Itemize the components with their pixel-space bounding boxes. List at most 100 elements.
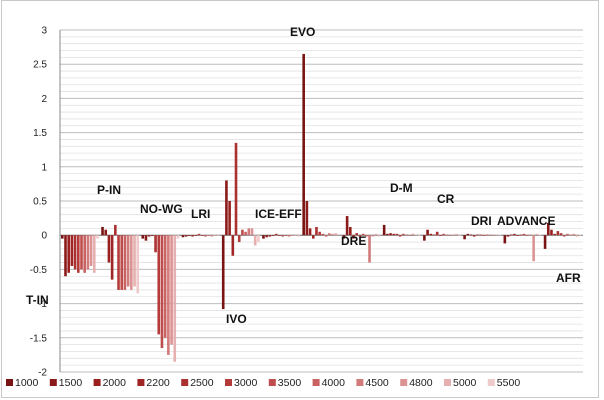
bar [80,235,83,270]
bar [553,233,556,236]
bar [506,235,510,237]
bar [271,235,275,236]
bar [482,235,486,236]
bar [207,235,210,236]
bar [147,235,151,237]
legend-label: 1500 [59,377,83,389]
bar [556,231,560,236]
y-tick-label: 3 [41,26,47,37]
bar [167,235,170,355]
bar [382,224,386,236]
annotation-label: D-M [390,181,413,195]
legend-label: 3000 [234,377,258,389]
bar [445,234,449,236]
bar [435,231,439,236]
bar [284,235,288,236]
bar [543,235,547,249]
bar [509,234,513,236]
bar [265,235,268,238]
bar [476,234,479,236]
bar [368,235,371,263]
annotation-label: DRI [471,214,492,228]
bar [408,235,412,236]
bar [200,235,204,236]
legend-swatch [49,379,57,386]
bar [516,235,519,236]
bar [324,235,328,237]
bar [67,235,70,273]
annotation-label: P-IN [97,183,121,197]
bar [274,233,278,236]
y-tick-label: 2 [41,94,47,105]
bar [114,224,117,236]
annotation-label: T-IN [26,293,49,307]
bar [395,233,399,236]
legend-swatch [93,379,101,386]
bar [170,235,173,345]
bar [358,235,362,237]
bar [455,233,458,236]
bar [287,235,291,237]
bar [365,235,368,237]
bar [398,235,402,237]
annotation-label: LRI [191,207,210,221]
bar [133,235,136,287]
bar [535,233,539,236]
bar [228,201,231,236]
bar [451,234,455,236]
bar [117,235,120,290]
bar [327,233,331,236]
legend-swatch [400,379,408,386]
legend-label: 2200 [146,377,170,389]
legend-label: 4500 [365,377,389,389]
y-tick-label: 0 [41,231,47,242]
bar [86,235,90,270]
bar [337,233,341,236]
bar [458,235,461,236]
bar [315,226,318,236]
bar [302,53,305,236]
bar [290,235,294,236]
bar [519,234,523,236]
legend-label: 3500 [278,377,302,389]
bar [361,233,365,236]
legend-swatch [487,379,495,386]
y-tick-label: -0.5 [30,265,48,276]
bar [311,235,315,239]
bar [262,235,265,239]
bar [73,235,77,270]
bar [157,235,161,335]
bar [479,234,482,236]
bar [546,222,550,236]
bar [569,234,572,236]
bar [463,235,466,240]
bar [194,235,198,236]
bar [355,233,359,236]
bar [213,235,217,236]
legend-label: 4800 [409,377,433,389]
bar [216,235,220,236]
bar [225,180,228,236]
y-tick-label: -1 [38,299,47,310]
bar [414,234,418,236]
legend-swatch [444,379,451,386]
legend-label: 1000 [15,377,39,389]
bar [151,235,154,236]
legend-swatch [181,379,189,386]
annotation-label: CR [437,192,455,206]
y-tick-label: 1 [41,162,47,173]
bar [160,235,164,349]
bar [250,228,254,236]
y-tick-label: 2.5 [33,60,47,71]
bar [559,233,563,236]
bar [578,234,582,236]
bar [197,233,201,236]
annotation-label: NO-WG [140,202,183,216]
bar [389,233,392,236]
bar [247,228,251,236]
bar [268,235,272,237]
bar [331,233,334,236]
bar [495,234,498,236]
bar [566,233,569,236]
legend-label: 4000 [322,377,346,389]
